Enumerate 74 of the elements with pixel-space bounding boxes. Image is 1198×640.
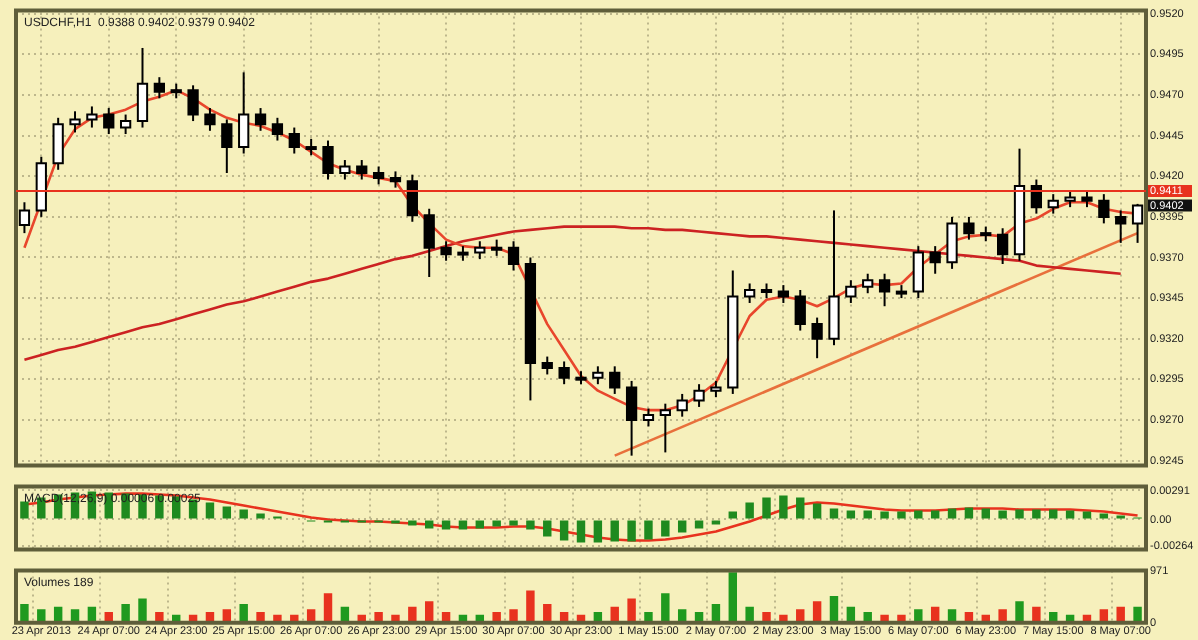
bar	[745, 502, 754, 519]
bar	[677, 520, 687, 533]
bar	[796, 609, 805, 622]
bar	[408, 520, 417, 526]
bar	[526, 590, 535, 622]
bar	[391, 614, 400, 622]
bar	[947, 609, 957, 622]
bar	[239, 509, 248, 519]
bar	[1116, 606, 1125, 622]
bar	[762, 497, 771, 519]
bar	[998, 510, 1007, 519]
bar	[424, 601, 434, 622]
bar	[70, 609, 80, 622]
bar	[880, 511, 889, 519]
bar	[239, 603, 248, 622]
bar	[661, 520, 670, 537]
bar	[526, 520, 535, 530]
bar	[1032, 606, 1041, 622]
bar	[138, 598, 147, 622]
bar	[306, 609, 316, 622]
bar	[374, 612, 383, 622]
bar	[1015, 509, 1024, 519]
bar	[779, 614, 788, 622]
bar	[998, 609, 1007, 622]
bar	[543, 603, 552, 622]
bar	[644, 612, 653, 622]
bar	[728, 572, 738, 622]
bar	[492, 520, 501, 527]
bar	[677, 609, 687, 622]
bar	[20, 501, 29, 519]
bar	[627, 598, 636, 622]
bar	[205, 502, 215, 519]
bar	[121, 603, 130, 622]
bar	[694, 520, 704, 529]
bar	[559, 520, 569, 541]
bar	[441, 520, 451, 530]
bar	[897, 511, 906, 519]
bar	[779, 495, 788, 519]
bar	[1032, 509, 1041, 519]
bar	[914, 609, 923, 622]
bar	[543, 520, 552, 537]
bar	[610, 520, 619, 542]
bar	[796, 497, 805, 519]
bar	[593, 520, 603, 543]
bar	[661, 593, 670, 622]
bar	[1133, 606, 1142, 622]
bar	[222, 609, 232, 622]
bar	[323, 593, 333, 622]
bar	[644, 520, 653, 540]
bar	[155, 612, 164, 622]
bar	[829, 595, 839, 622]
bar	[290, 614, 299, 622]
bar	[762, 612, 771, 622]
bar	[914, 510, 923, 519]
bar	[627, 520, 636, 542]
bar	[576, 520, 586, 543]
bar	[897, 614, 906, 622]
bar	[424, 520, 434, 529]
bar	[1099, 609, 1109, 622]
bar	[408, 606, 417, 622]
bar	[745, 606, 754, 622]
bar	[880, 614, 889, 622]
bar	[711, 603, 721, 622]
bar	[20, 603, 29, 622]
bar	[812, 601, 822, 622]
bar	[256, 612, 265, 622]
bar	[509, 609, 518, 622]
bar	[37, 609, 46, 622]
bar	[273, 614, 282, 622]
bar	[1015, 601, 1024, 622]
bar	[509, 520, 518, 526]
bar	[492, 612, 501, 622]
bar	[458, 520, 468, 530]
bar	[475, 520, 485, 529]
